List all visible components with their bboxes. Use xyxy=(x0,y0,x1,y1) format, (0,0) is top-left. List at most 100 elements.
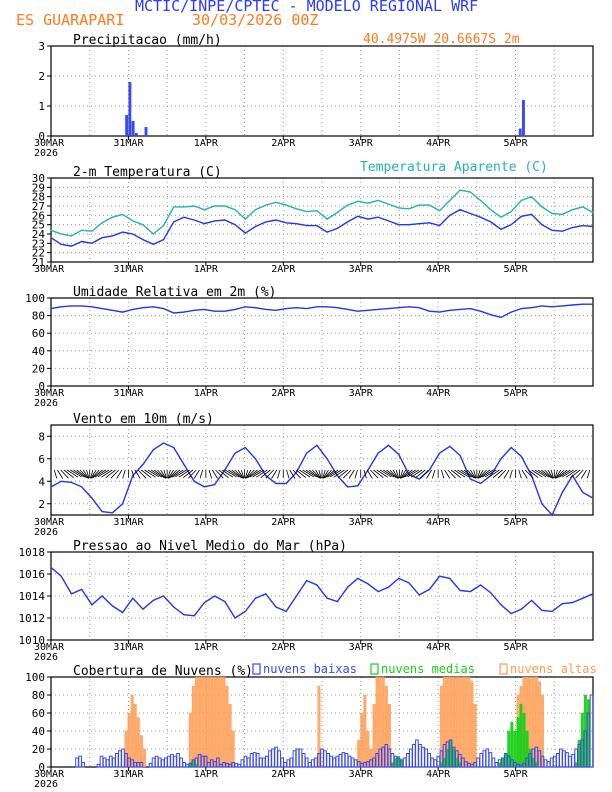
low-cloud-bar xyxy=(173,755,177,768)
mid-cloud-bar xyxy=(516,717,520,768)
pressure-line-point xyxy=(224,600,226,603)
rh-line-point xyxy=(387,307,390,310)
low-cloud-bar xyxy=(571,753,575,768)
pressure-line-point xyxy=(428,588,430,591)
precip-xtick-label: 2026 xyxy=(34,148,58,159)
precip-title: Precipitacao (mm/h) xyxy=(73,33,222,48)
wind-arrow xyxy=(144,469,156,478)
rh-line-point xyxy=(479,310,482,312)
rh-ytick-label: 40 xyxy=(32,345,45,358)
rh-line-point xyxy=(101,307,103,310)
apparent-temp-line-point xyxy=(50,229,52,231)
high-cloud-bar xyxy=(213,676,217,768)
precip-ytick-label: 2 xyxy=(38,70,45,83)
clouds-ytick-label: 100 xyxy=(25,671,45,684)
wind-line-point xyxy=(183,463,185,465)
apparent-temp-line-point xyxy=(510,211,512,213)
pressure-xtick-label: 3APR xyxy=(349,642,374,653)
low-cloud-bar xyxy=(151,757,156,768)
wind-arrow xyxy=(322,469,326,479)
wind-arrow xyxy=(215,469,224,479)
wind-arrow xyxy=(295,469,307,478)
wind-arrow xyxy=(90,469,94,479)
mid-cloud-legend-swatch xyxy=(370,663,379,675)
rh-line-point xyxy=(50,307,52,310)
pressure-line-point xyxy=(183,614,185,616)
clouds-ytick-label: 40 xyxy=(32,725,45,738)
low-cloud-bar xyxy=(412,744,416,768)
apparent-temp-line-point xyxy=(520,199,523,201)
pressure-line-point xyxy=(531,599,533,602)
apparent-temp-line-point xyxy=(244,218,246,220)
apparent-temp-line-point xyxy=(408,208,410,210)
low-cloud-bar xyxy=(335,755,340,768)
low-cloud-bar xyxy=(485,748,490,768)
rh-line-point xyxy=(162,307,165,310)
rh-line-point xyxy=(295,307,298,309)
low-cloud-bar xyxy=(415,739,419,768)
wind-arrow xyxy=(415,469,426,478)
pressure-xtick-label: 2026 xyxy=(34,652,58,663)
apparent-temp-line-point xyxy=(439,210,441,212)
wind-line-point xyxy=(111,512,113,514)
wind-arrow xyxy=(53,469,58,479)
rh-line-point xyxy=(551,306,553,308)
pressure-ytick-label: 1018 xyxy=(19,546,46,559)
rh-line-point xyxy=(254,307,257,309)
pressure-line-point xyxy=(306,580,308,582)
apparent-temp-line-point xyxy=(162,225,165,227)
wind-line-point xyxy=(592,497,594,499)
wind-arrow xyxy=(402,469,413,478)
wind-arrow xyxy=(131,469,135,479)
high-cloud-bar xyxy=(458,676,462,768)
temp-line-point xyxy=(541,224,543,226)
pressure-line-point xyxy=(275,606,277,608)
wind-arrow xyxy=(178,469,190,478)
low-cloud-bar xyxy=(482,750,487,768)
wind-arrow xyxy=(105,469,116,478)
low-cloud-bar xyxy=(203,755,208,768)
high-cloud-bar xyxy=(191,685,195,768)
low-cloud-bar xyxy=(405,753,410,768)
wind-arrow xyxy=(76,469,87,478)
wind-title: Vento em 10m (m/s) xyxy=(73,412,214,427)
rh-xtick-label: 4APR xyxy=(426,388,451,399)
temp-line-point xyxy=(254,225,257,228)
apparent-temp-line-point xyxy=(571,209,574,211)
clouds-ytick-label: 60 xyxy=(32,707,45,720)
rh-line-point xyxy=(510,311,512,313)
apparent-temp-line-point xyxy=(418,204,420,206)
pressure-line-point xyxy=(398,577,400,580)
rh-xtick-label: 30MAR xyxy=(34,388,65,399)
pressure-line-point xyxy=(121,611,124,614)
temp-line-point xyxy=(336,227,338,229)
wind-arrow xyxy=(91,469,100,479)
wind-arrow xyxy=(94,469,107,478)
apparent-temp-line-point xyxy=(541,206,543,208)
rh-line-point xyxy=(111,309,113,311)
wind-arrow xyxy=(73,469,85,478)
rh-line-point xyxy=(265,308,267,311)
apparent-temp-line-point xyxy=(234,209,236,211)
pressure-line-point xyxy=(173,606,175,608)
low-cloud-bar xyxy=(185,763,190,768)
low-cloud-bar xyxy=(421,746,425,768)
pressure-line-point xyxy=(357,577,359,580)
temp-line xyxy=(50,208,594,247)
wind-arrow xyxy=(175,469,187,478)
rh-ytick-label: 80 xyxy=(32,310,45,323)
wind-line-point xyxy=(214,484,216,486)
wind-arrow xyxy=(157,469,166,479)
precip-bar xyxy=(522,100,525,136)
rh-line-point xyxy=(428,310,430,312)
wind-line-point xyxy=(101,511,103,513)
wind-arrow xyxy=(168,469,178,479)
wind-line-point xyxy=(469,478,471,480)
apparent-temp-line-point xyxy=(500,216,502,218)
apparent-temp-line-point xyxy=(357,200,359,202)
pressure-line-point xyxy=(367,583,369,585)
pressure-xtick-label: 30MAR xyxy=(34,642,65,653)
wind-arrow xyxy=(170,469,181,478)
apparent-temp-line-point xyxy=(173,206,175,208)
rh-line-point xyxy=(91,306,93,308)
